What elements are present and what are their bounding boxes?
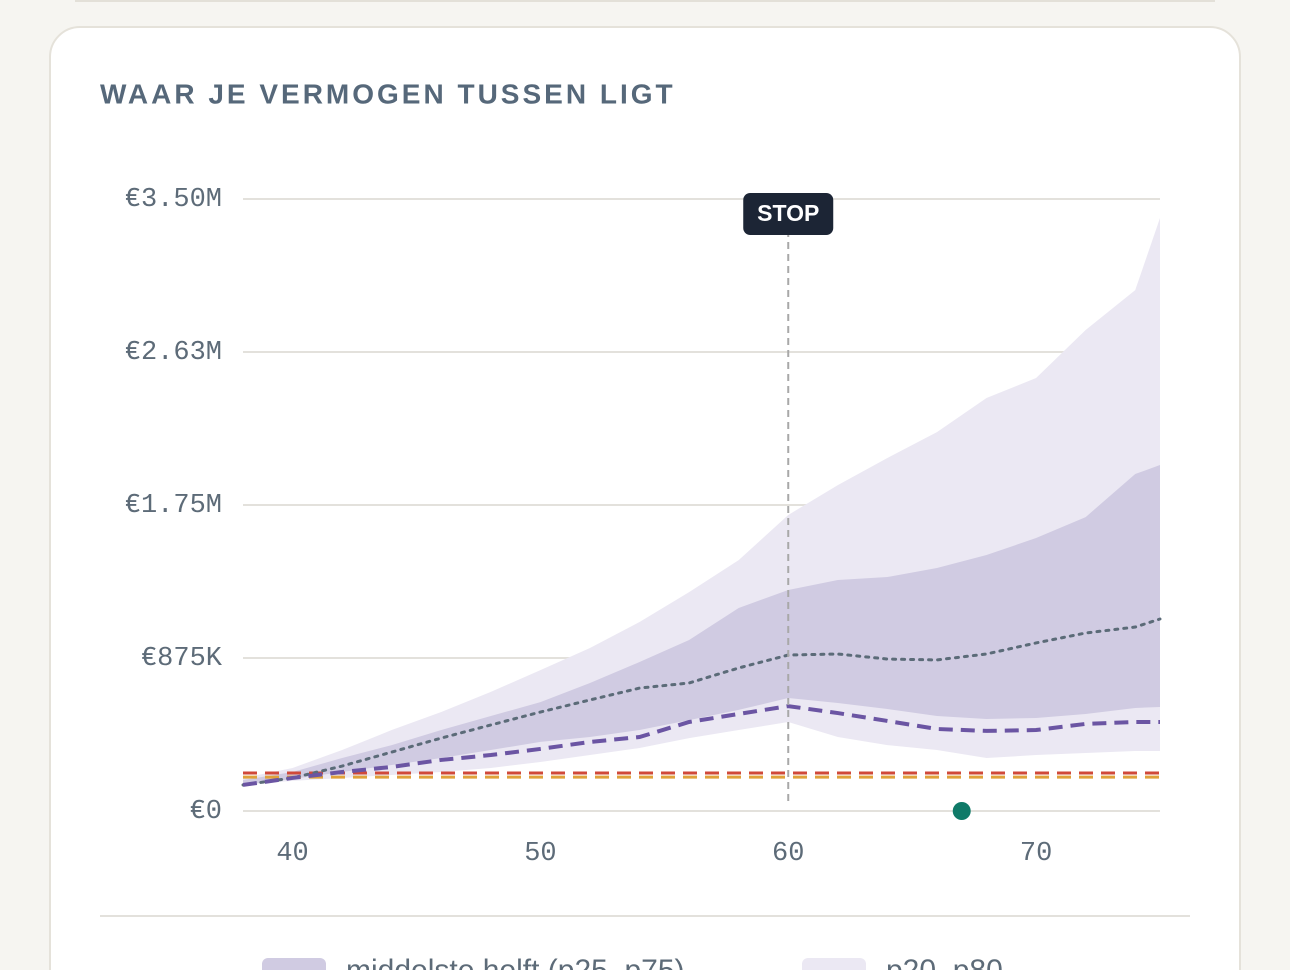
y-tick-label: €2.63M <box>125 338 222 368</box>
stop-label: STOP <box>757 200 819 226</box>
x-tick-label: 50 <box>524 839 556 869</box>
y-tick-label: €1.75M <box>125 491 222 521</box>
y-tick-label: €875K <box>141 644 223 674</box>
y-tick-label: €0 <box>190 797 222 827</box>
legend-swatch <box>262 958 326 970</box>
x-tick-label: 70 <box>1020 839 1052 869</box>
stop-badge <box>743 193 834 235</box>
chart-title: WAAR JE VERMOGEN TUSSEN LIGT <box>100 78 676 109</box>
legend-label: middelste helft (p25–p75) <box>346 954 685 970</box>
marker <box>952 802 971 820</box>
y-tick-label: €3.50M <box>125 185 222 215</box>
line <box>242 704 1160 787</box>
line <box>241 617 1162 787</box>
legend-label: p20–p80 <box>886 954 1003 970</box>
band <box>243 464 1160 785</box>
x-tick-label: 40 <box>276 839 308 869</box>
x-tick-label: 60 <box>772 839 804 869</box>
legend-swatch <box>802 958 866 970</box>
